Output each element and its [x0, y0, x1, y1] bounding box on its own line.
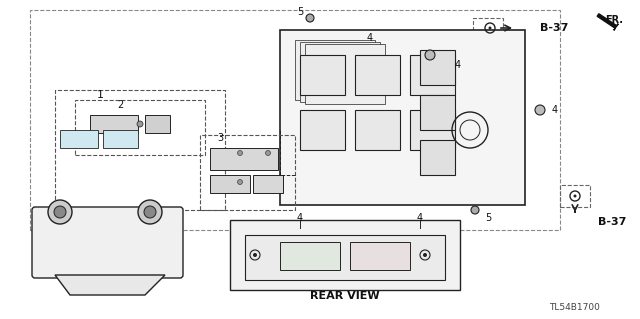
Bar: [55, 90, 225, 210]
Bar: [30, 10, 560, 230]
Bar: [60, 130, 98, 148]
Bar: [280, 30, 525, 205]
Text: 4: 4: [367, 33, 373, 43]
Bar: [210, 175, 250, 193]
Text: 2: 2: [117, 100, 123, 110]
Text: 4: 4: [552, 105, 558, 115]
Bar: [350, 242, 410, 270]
Bar: [305, 44, 385, 104]
FancyBboxPatch shape: [32, 207, 183, 278]
Bar: [420, 50, 455, 85]
Circle shape: [425, 50, 435, 60]
Circle shape: [573, 195, 577, 197]
Text: 4: 4: [417, 213, 423, 223]
Bar: [280, 242, 340, 270]
Text: 4: 4: [455, 60, 461, 70]
Circle shape: [266, 151, 271, 155]
Circle shape: [137, 121, 143, 127]
Circle shape: [48, 200, 72, 224]
Circle shape: [471, 206, 479, 214]
Bar: [410, 55, 455, 95]
Circle shape: [138, 200, 162, 224]
Bar: [420, 140, 455, 175]
Bar: [145, 115, 170, 133]
Text: 5: 5: [485, 213, 491, 223]
Text: TL54B1700: TL54B1700: [549, 303, 600, 313]
Bar: [410, 110, 455, 150]
Text: 5: 5: [297, 7, 303, 17]
Text: REAR VIEW: REAR VIEW: [310, 291, 380, 301]
Bar: [355, 110, 400, 150]
Circle shape: [306, 14, 314, 22]
Text: B-37: B-37: [540, 23, 568, 33]
Bar: [103, 130, 138, 148]
Circle shape: [54, 206, 66, 218]
Bar: [300, 42, 380, 102]
Circle shape: [237, 151, 243, 155]
Text: 3: 3: [217, 133, 223, 143]
Text: 4: 4: [297, 213, 303, 223]
Bar: [560, 185, 590, 207]
Bar: [230, 220, 460, 290]
Bar: [253, 175, 283, 193]
Bar: [210, 148, 278, 170]
Bar: [420, 95, 455, 130]
Circle shape: [535, 105, 545, 115]
Circle shape: [144, 206, 156, 218]
Text: FR.: FR.: [605, 15, 623, 25]
Text: B-37: B-37: [598, 217, 627, 227]
Bar: [295, 40, 375, 100]
Polygon shape: [55, 275, 165, 295]
Circle shape: [253, 253, 257, 257]
Bar: [90, 115, 138, 133]
Circle shape: [423, 253, 427, 257]
Bar: [245, 235, 445, 280]
Text: 1: 1: [97, 90, 104, 100]
Bar: [300, 55, 345, 95]
Bar: [200, 135, 295, 210]
Bar: [75, 100, 205, 155]
Circle shape: [488, 26, 492, 29]
FancyArrow shape: [597, 14, 618, 30]
Circle shape: [237, 180, 243, 184]
Bar: [473, 18, 503, 38]
Bar: [300, 110, 345, 150]
Bar: [355, 55, 400, 95]
